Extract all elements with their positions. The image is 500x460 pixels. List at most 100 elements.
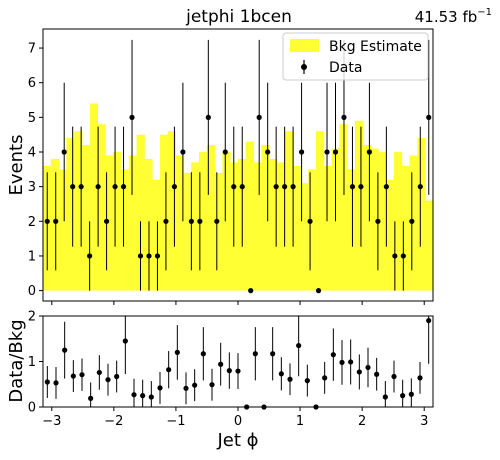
data-marker bbox=[171, 184, 178, 190]
data-point bbox=[426, 39, 432, 195]
ratio-point bbox=[209, 368, 215, 401]
ratio-marker bbox=[174, 349, 180, 355]
data-point bbox=[53, 172, 59, 271]
data-marker bbox=[426, 114, 432, 120]
ratio-panel: 0 1 2 −3 −2 −1 0 1 2 3 Data/Bkg Jet ϕ bbox=[6, 310, 434, 451]
ratio-marker bbox=[339, 359, 345, 366]
ratio-marker bbox=[400, 393, 406, 399]
bkg-bar bbox=[58, 169, 67, 291]
bkg-bar bbox=[347, 169, 356, 291]
data-point bbox=[205, 39, 211, 195]
ratio-marker bbox=[356, 369, 362, 375]
ratio-marker bbox=[270, 351, 276, 357]
ratio-point bbox=[122, 316, 128, 375]
ratio-point bbox=[226, 352, 232, 389]
data-point bbox=[400, 221, 406, 291]
legend-data-marker bbox=[301, 64, 307, 70]
data-point bbox=[103, 172, 110, 271]
ratio-marker bbox=[417, 375, 423, 381]
y-tick-label: 2 bbox=[28, 215, 36, 230]
ratio-marker bbox=[330, 352, 336, 358]
data-marker bbox=[180, 149, 186, 155]
y-tick-label: 5 bbox=[28, 111, 36, 126]
x-tick-label: −1 bbox=[166, 414, 185, 429]
bkg-bar bbox=[183, 172, 192, 291]
ratio-point bbox=[417, 361, 423, 394]
ratio-marker bbox=[62, 347, 68, 353]
data-marker bbox=[197, 218, 203, 224]
bkg-bar bbox=[121, 169, 130, 291]
bkg-bar bbox=[199, 152, 208, 291]
data-point bbox=[375, 172, 381, 271]
data-marker bbox=[103, 218, 110, 224]
data-point bbox=[358, 126, 364, 247]
bkg-bar bbox=[425, 200, 434, 291]
data-marker bbox=[214, 218, 220, 224]
y-tick-label: 6 bbox=[28, 76, 36, 91]
bkg-bar bbox=[230, 162, 239, 291]
ratio-point bbox=[382, 381, 388, 407]
ratio-marker bbox=[53, 380, 59, 386]
ratio-point bbox=[339, 340, 345, 385]
data-marker bbox=[95, 184, 101, 190]
bkg-bar bbox=[417, 138, 426, 291]
ratio-point bbox=[348, 339, 354, 385]
data-point bbox=[315, 288, 322, 294]
ratio-point bbox=[62, 321, 68, 379]
ratio-point bbox=[70, 360, 76, 392]
data-marker bbox=[78, 184, 84, 190]
data-marker bbox=[44, 218, 50, 224]
data-point bbox=[392, 221, 398, 291]
data-marker bbox=[112, 184, 118, 190]
ratio-marker bbox=[157, 385, 163, 391]
data-point bbox=[120, 126, 127, 247]
ratio-marker bbox=[426, 317, 432, 324]
data-marker bbox=[248, 288, 254, 294]
data-marker bbox=[332, 149, 339, 155]
bkg-bar bbox=[175, 155, 184, 291]
ratio-marker bbox=[114, 373, 120, 380]
ratio-marker bbox=[140, 393, 146, 399]
bkg-bar bbox=[370, 148, 379, 291]
data-point bbox=[163, 172, 169, 271]
ratio-point bbox=[166, 351, 172, 389]
data-marker bbox=[120, 184, 127, 190]
ratio-point bbox=[218, 342, 224, 386]
data-marker bbox=[375, 218, 381, 224]
data-marker bbox=[129, 114, 135, 120]
data-point bbox=[222, 82, 228, 222]
bkg-bar bbox=[97, 124, 106, 291]
data-marker bbox=[366, 149, 373, 155]
legend-frame bbox=[282, 32, 429, 81]
ratio-point bbox=[391, 360, 397, 393]
ratio-x-ticks: −3 −2 −1 0 1 2 3 bbox=[42, 407, 428, 429]
ratio-point bbox=[44, 366, 50, 398]
bkg-bar bbox=[401, 165, 410, 291]
x-tick-label: 3 bbox=[420, 414, 428, 429]
ratio-marker bbox=[287, 376, 293, 382]
main-x-ticks bbox=[51, 301, 425, 305]
data-point bbox=[61, 82, 67, 222]
bkg-bar bbox=[339, 124, 348, 291]
ratio-y-ticks: 0 1 2 bbox=[28, 310, 43, 416]
bkg-bar bbox=[214, 172, 223, 291]
data-marker bbox=[341, 114, 347, 120]
x-tick-label: −2 bbox=[104, 414, 123, 429]
ratio-marker bbox=[374, 371, 380, 377]
ratio-marker bbox=[391, 373, 397, 380]
bkg-bar bbox=[222, 152, 231, 291]
ratio-marker bbox=[148, 394, 154, 400]
ratio-marker bbox=[96, 369, 102, 376]
data-marker bbox=[256, 114, 262, 120]
bkg-bar bbox=[66, 138, 75, 291]
bkg-bar bbox=[378, 152, 387, 291]
ratio-marker bbox=[209, 382, 215, 388]
data-point bbox=[366, 82, 373, 222]
bkg-bar bbox=[308, 169, 317, 291]
ratio-marker bbox=[408, 391, 414, 397]
data-marker bbox=[307, 218, 313, 224]
y-tick-label: 7 bbox=[28, 42, 36, 57]
bkg-bar bbox=[300, 183, 309, 291]
ratio-marker bbox=[296, 342, 302, 349]
data-marker bbox=[282, 184, 288, 190]
